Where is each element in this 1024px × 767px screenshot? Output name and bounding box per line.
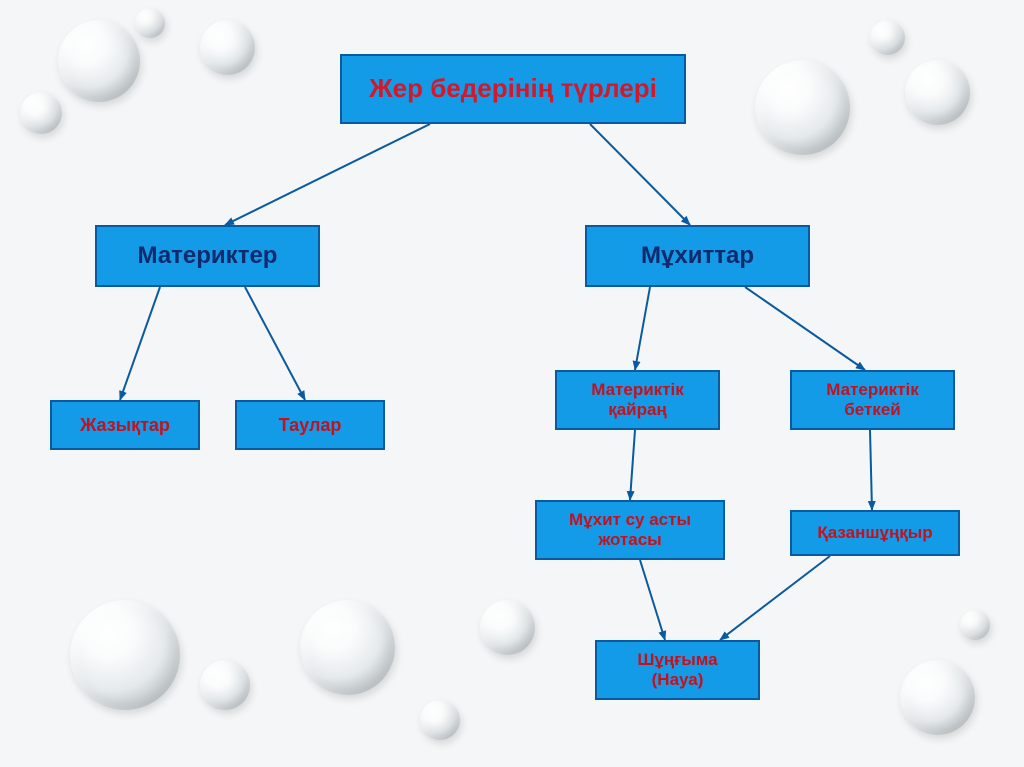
edge-root-cont <box>225 124 430 225</box>
water-bubble <box>755 60 850 155</box>
node-label: Қазаншұңқыр <box>817 523 932 543</box>
diagram-stage: Жер бедерінің түрлері Материктер Мұхиттар Ж… <box>0 0 1024 767</box>
node-label: Шұңғыма (Науа) <box>637 650 717 689</box>
node-label: Материктік қайраң <box>591 380 684 419</box>
edge-ridge-trench <box>640 560 665 640</box>
node-trench: Шұңғыма (Науа) <box>595 640 760 700</box>
edge-cont-plain <box>120 287 160 400</box>
node-basin: Қазаншұңқыр <box>790 510 960 556</box>
node-ocean: Мұхиттар <box>585 225 810 287</box>
water-bubble <box>960 610 990 640</box>
edge-cont-mount <box>245 287 305 400</box>
water-bubble <box>200 660 250 710</box>
edge-basin-trench <box>720 556 830 640</box>
node-label: Таулар <box>279 415 342 436</box>
node-label: Мұхиттар <box>641 242 754 270</box>
water-bubble <box>135 8 165 38</box>
edge-root-ocean <box>590 124 690 225</box>
water-bubble <box>905 60 970 125</box>
node-slope: Материктік беткей <box>790 370 955 430</box>
node-ridge: Мұхит су асты жотасы <box>535 500 725 560</box>
edge-slope-basin <box>870 430 872 510</box>
water-bubble <box>870 20 905 55</box>
node-mount: Таулар <box>235 400 385 450</box>
water-bubble <box>900 660 975 735</box>
water-bubble <box>58 20 140 102</box>
node-label: Жер бедерінің түрлері <box>369 74 657 104</box>
water-bubble <box>20 92 62 134</box>
water-bubble <box>300 600 395 695</box>
edge-ocean-shelf <box>635 287 650 370</box>
water-bubble <box>480 600 535 655</box>
node-label: Жазықтар <box>80 415 170 436</box>
edge-shelf-ridge <box>630 430 635 500</box>
node-cont: Материктер <box>95 225 320 287</box>
edge-ocean-slope <box>745 287 865 370</box>
node-plain: Жазықтар <box>50 400 200 450</box>
water-bubble <box>420 700 460 740</box>
water-bubble <box>70 600 180 710</box>
node-label: Материктер <box>138 242 278 270</box>
water-bubble <box>200 20 255 75</box>
node-root: Жер бедерінің түрлері <box>340 54 686 124</box>
node-shelf: Материктік қайраң <box>555 370 720 430</box>
node-label: Мұхит су асты жотасы <box>569 510 691 549</box>
node-label: Материктік беткей <box>826 380 919 419</box>
